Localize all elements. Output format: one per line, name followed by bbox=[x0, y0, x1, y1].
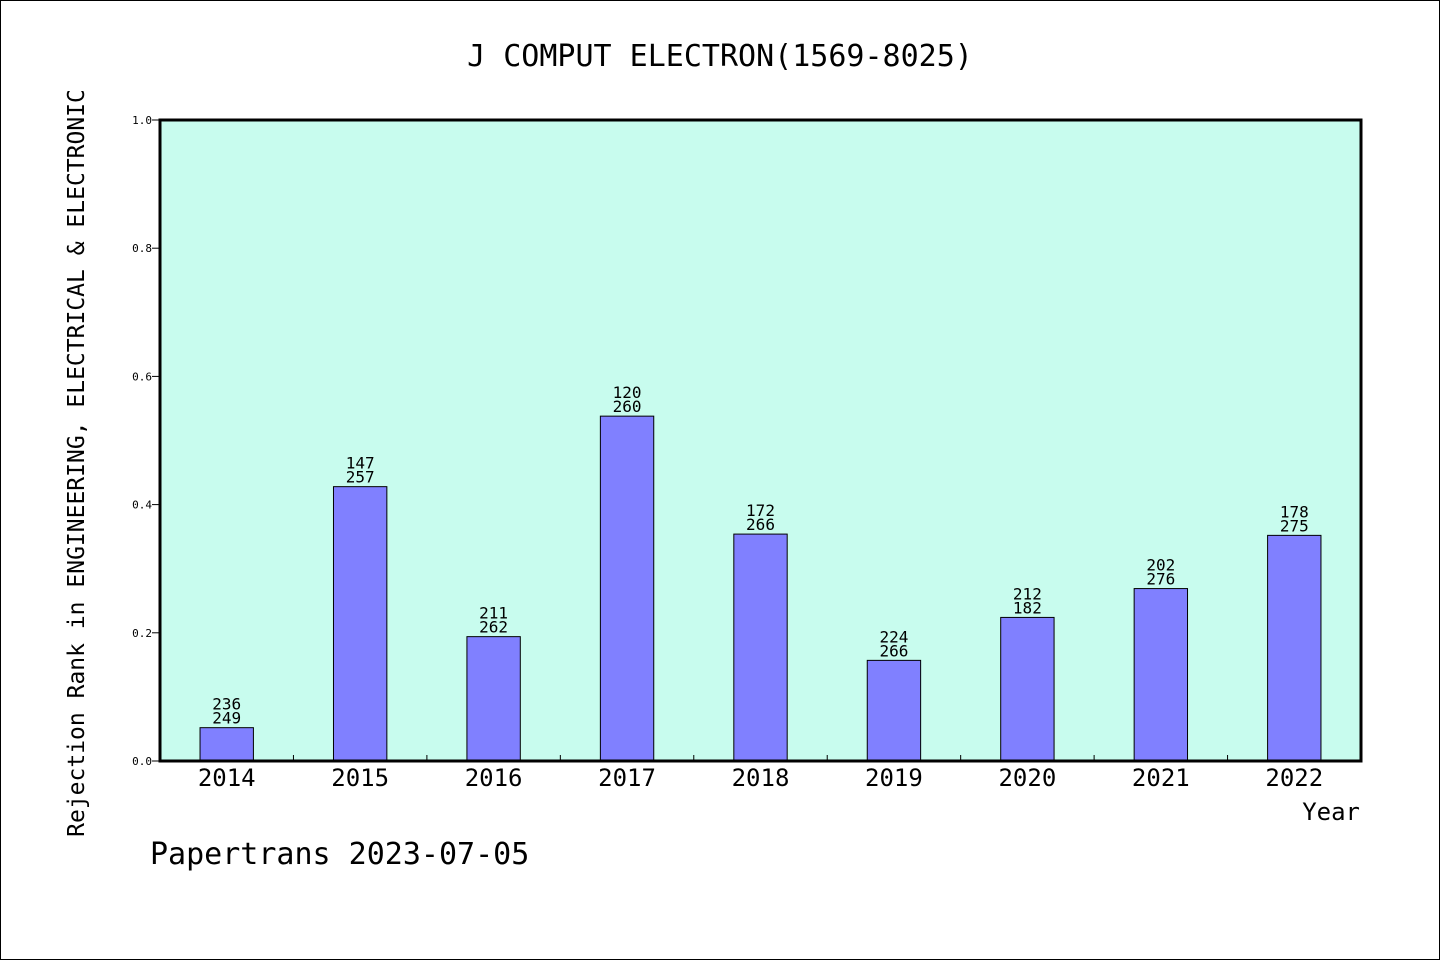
bar-label-bottom: 182 bbox=[1013, 598, 1042, 617]
bar-label-top: 212 bbox=[1013, 584, 1042, 603]
x-tick-label: 2015 bbox=[331, 764, 389, 792]
y-tick-label: 0.6 bbox=[132, 370, 152, 383]
bar-label-top: 120 bbox=[613, 383, 642, 402]
x-tick-label: 2014 bbox=[198, 764, 256, 792]
y-tick-label: 0.8 bbox=[132, 242, 152, 255]
x-tick-label: 2020 bbox=[998, 764, 1056, 792]
y-tick-label: 1.0 bbox=[132, 114, 152, 127]
bar-2020 bbox=[1000, 616, 1055, 762]
bar-label-bottom: 266 bbox=[879, 641, 908, 660]
bar-2017 bbox=[599, 415, 655, 762]
bar-label-bottom: 260 bbox=[613, 397, 642, 416]
bar-label-bottom: 266 bbox=[746, 515, 775, 534]
bar-label-bottom: 275 bbox=[1280, 516, 1309, 535]
bar-label-top: 172 bbox=[746, 501, 775, 520]
bar-2022 bbox=[1267, 534, 1322, 762]
bar-2016 bbox=[466, 636, 521, 762]
x-tick-label: 2018 bbox=[732, 764, 790, 792]
x-axis-label: Year bbox=[1302, 798, 1360, 826]
bar-2018 bbox=[733, 533, 788, 762]
y-axis: 0.0 0.2 0.4 0.6 0.8 1.0 bbox=[132, 114, 160, 768]
bar-label-top: 236 bbox=[212, 695, 241, 714]
bar-label-top: 178 bbox=[1280, 502, 1309, 521]
x-tick-label: 2016 bbox=[465, 764, 523, 792]
bar-2015 bbox=[332, 486, 388, 762]
bar-label-top: 224 bbox=[879, 627, 908, 646]
plot-border bbox=[158, 118, 1363, 763]
y-tick-label: 0.4 bbox=[132, 499, 152, 512]
bar-label-bottom: 262 bbox=[479, 618, 508, 637]
x-axis: 2014 2015 2016 2017 2018 2019 2020 2021 2022 bbox=[198, 755, 1323, 792]
x-tick-label: 2019 bbox=[865, 764, 923, 792]
bar-series: 2492362571472622112601202661722662241822… bbox=[199, 383, 1322, 762]
chart-title: J COMPUT ELECTRON(1569-8025) bbox=[467, 39, 973, 74]
bar-label-bottom: 276 bbox=[1146, 570, 1175, 589]
bar-label-top: 202 bbox=[1146, 556, 1175, 575]
bar-2019 bbox=[866, 659, 922, 762]
bar-label-top: 211 bbox=[479, 604, 508, 623]
x-tick-label: 2022 bbox=[1265, 764, 1323, 792]
bar-2021 bbox=[1133, 588, 1189, 762]
bar-label-bottom: 249 bbox=[212, 709, 241, 728]
bar-label-bottom: 257 bbox=[346, 468, 375, 487]
bar-2014 bbox=[199, 727, 254, 762]
y-axis-label: Rejection Rank in ENGINEERING, ELECTRICA… bbox=[64, 89, 90, 837]
bar-label-top: 147 bbox=[346, 454, 375, 473]
y-tick-label: 0.2 bbox=[132, 627, 152, 640]
x-tick-label: 2017 bbox=[598, 764, 656, 792]
y-tick-label: 0.0 bbox=[132, 755, 152, 768]
x-tick-label: 2021 bbox=[1132, 764, 1190, 792]
footer-watermark-text: Papertrans 2023-07-05 bbox=[150, 837, 529, 872]
